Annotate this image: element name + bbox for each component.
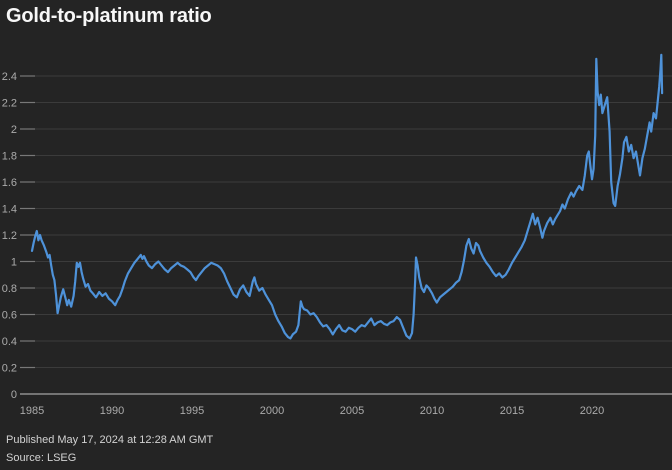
x-tick-label: 1985	[20, 405, 44, 417]
ratio-line	[30, 53, 664, 340]
chart-title: Gold-to-platinum ratio	[6, 5, 212, 27]
y-tick-label: 0.2	[2, 363, 17, 375]
y-tick-label: 2	[11, 124, 17, 136]
y-tick-label: 0.4	[2, 336, 17, 348]
x-tick-label: 2000	[260, 405, 284, 417]
source-attribution: Source: LSEG	[6, 452, 77, 464]
y-tick-label: 1.8	[2, 151, 17, 163]
y-tick-label: 0.6	[2, 310, 17, 322]
y-tick-label: 1	[11, 257, 17, 269]
y-tick-label: 2.4	[2, 71, 17, 83]
x-tick-label: 2005	[340, 405, 364, 417]
y-tick-label: 0	[11, 389, 17, 401]
x-tick-label: 1990	[100, 405, 124, 417]
x-tick-label: 2020	[580, 405, 604, 417]
x-tick-label: 2015	[500, 405, 524, 417]
y-tick-label: 0.8	[2, 283, 17, 295]
y-tick-label: 2.2	[2, 98, 17, 110]
x-tick-label: 1995	[180, 405, 204, 417]
published-timestamp: Published May 17, 2024 at 12:28 AM GMT	[6, 434, 214, 446]
y-tick-label: 1.6	[2, 177, 17, 189]
y-tick-label: 1.2	[2, 230, 17, 242]
x-tick-label: 2010	[420, 405, 444, 417]
y-tick-label: 1.4	[2, 204, 17, 216]
